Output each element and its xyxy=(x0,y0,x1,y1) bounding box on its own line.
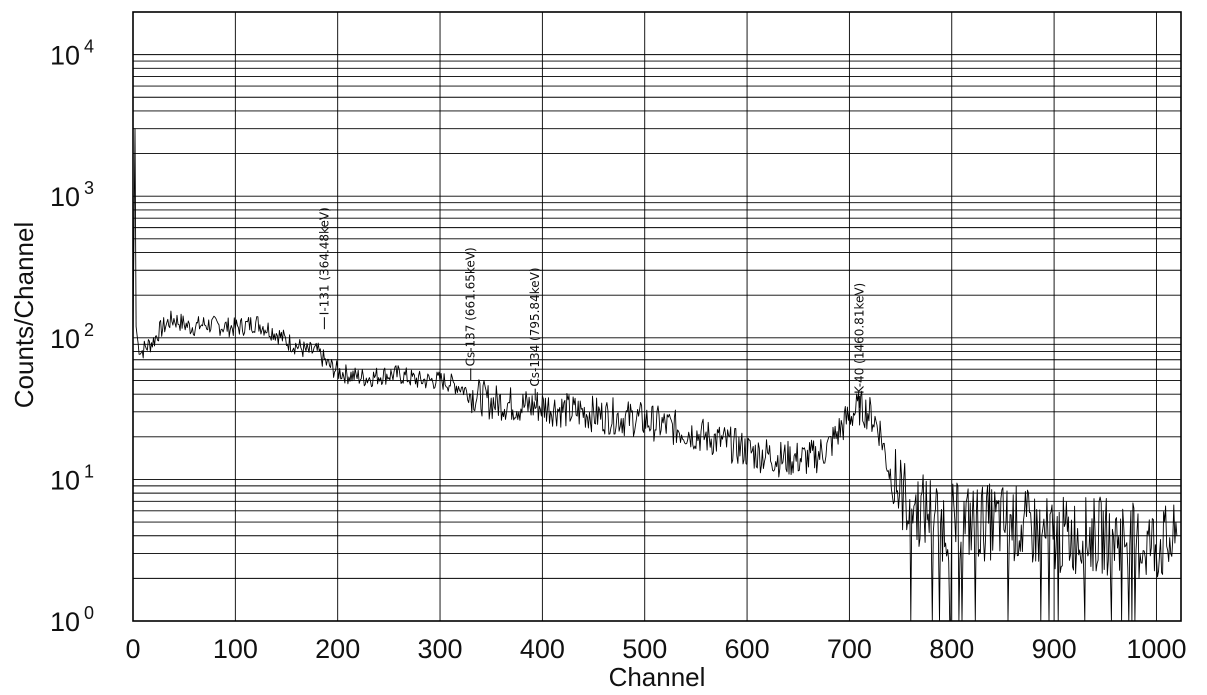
x-tick-label: 0 xyxy=(125,634,140,664)
x-tick-label: 600 xyxy=(725,634,770,664)
plot-frame xyxy=(132,11,1182,622)
y-tick-label-exponent: 3 xyxy=(84,178,94,198)
y-axis-title: Counts/Channel xyxy=(9,222,39,408)
y-tick-label-exponent: 1 xyxy=(84,461,94,481)
y-tick-label-base: 10 xyxy=(50,465,80,495)
x-tick-label: 300 xyxy=(418,634,463,664)
x-tick-label: 900 xyxy=(1032,634,1077,664)
peak-annotation-label: K-40 (1460.81keV) xyxy=(853,283,867,394)
x-tick-label: 700 xyxy=(827,634,872,664)
y-tick-label-base: 10 xyxy=(50,324,80,354)
peak-annotation-label: Cs-134 (795.84keV) xyxy=(528,267,542,386)
y-tick-label-exponent: 4 xyxy=(84,37,94,57)
peak-annotation-label: Cs-137 (661.65keV) xyxy=(464,247,478,366)
y-tick-label-base: 10 xyxy=(50,41,80,71)
y-tick-label-exponent: 0 xyxy=(84,603,94,623)
x-tick-label: 200 xyxy=(315,634,360,664)
x-tick-label: 400 xyxy=(520,634,565,664)
y-tick-label-base: 10 xyxy=(50,607,80,637)
x-tick-labels: 0 100 200 300 400 500 600 700 800 900 1000 xyxy=(125,634,1186,664)
spectrum-series-line xyxy=(132,128,1178,622)
grid-lines xyxy=(132,11,1181,622)
x-axis-title: Channel xyxy=(609,662,706,692)
x-tick-label: 1000 xyxy=(1126,634,1186,664)
peak-annotation-label: I-131 (364.48keV) xyxy=(317,207,331,315)
x-tick-label: 800 xyxy=(929,634,974,664)
x-tick-label: 500 xyxy=(622,634,667,664)
y-tick-label-base: 10 xyxy=(50,182,80,212)
y-tick-label-exponent: 2 xyxy=(84,320,94,340)
x-tick-label: 100 xyxy=(213,634,258,664)
peak-annotations: I-131 (364.48keV) Cs-137 (661.65keV) Cs-13… xyxy=(317,207,867,408)
